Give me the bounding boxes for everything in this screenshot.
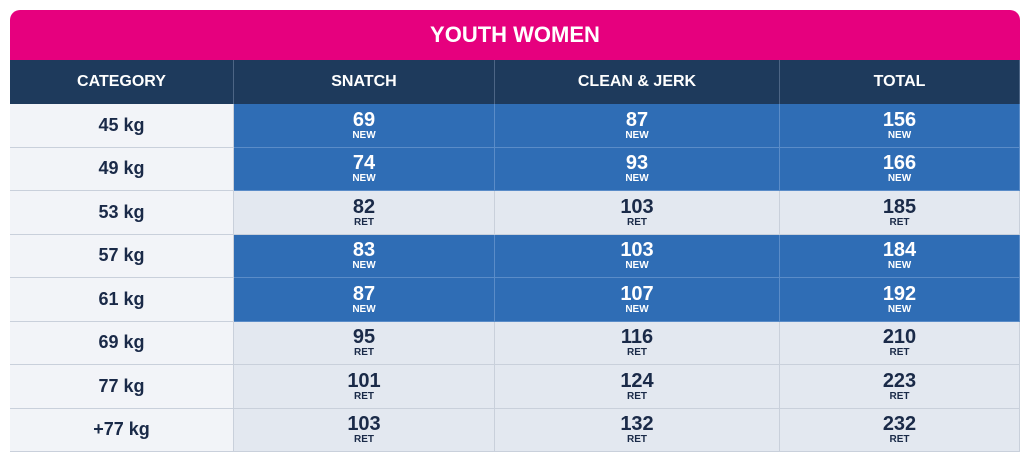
record-status: NEW: [352, 173, 376, 185]
record-status: RET: [627, 434, 647, 446]
record-value: 83: [352, 239, 376, 262]
record-status: NEW: [625, 129, 649, 141]
category-cell: 45 kg: [10, 104, 234, 148]
record-value: 74: [352, 152, 376, 175]
record-cell: 87 NEW: [234, 278, 495, 322]
record-table: YOUTH WOMEN CATEGORY SNATCH CLEAN & JERK TO…: [10, 10, 1020, 452]
category-cell: 57 kg: [10, 234, 234, 278]
column-header: CLEAN & JERK: [495, 60, 780, 104]
record-value: 192: [882, 282, 917, 305]
record-cell: 103 RET: [495, 191, 780, 235]
record-value: 107: [620, 282, 654, 305]
record-value: 210: [882, 326, 917, 349]
record-cell: 69 NEW: [234, 104, 495, 148]
record-status: NEW: [887, 303, 912, 315]
record-value: 87: [625, 108, 649, 131]
record-status: RET: [354, 434, 374, 446]
record-status: RET: [627, 347, 647, 359]
record-value: 95: [352, 326, 376, 349]
record-cell: 166 NEW: [780, 147, 1020, 191]
record-cell: 101 RET: [234, 365, 495, 409]
record-status: NEW: [887, 260, 912, 272]
record-cell: 107 NEW: [495, 278, 780, 322]
record-status: RET: [627, 390, 647, 402]
record-cell: 95 RET: [234, 321, 495, 365]
record-cell: 132 RET: [495, 408, 780, 452]
column-header: SNATCH: [234, 60, 495, 104]
record-value: 116: [620, 326, 654, 349]
record-cell: 223 RET: [780, 365, 1020, 409]
record-cell: 82 RET: [234, 191, 495, 235]
record-status: NEW: [625, 303, 649, 315]
record-status: RET: [354, 347, 374, 359]
record-value: 232: [882, 413, 917, 436]
record-cell: 103 NEW: [495, 234, 780, 278]
record-value: 124: [620, 369, 654, 392]
column-header: TOTAL: [780, 60, 1020, 104]
record-cell: 116 RET: [495, 321, 780, 365]
record-value: 69: [352, 108, 376, 131]
column-header: CATEGORY: [10, 60, 234, 104]
table-grid: CATEGORY SNATCH CLEAN & JERK TOTAL 45 kg 69 NE…: [10, 60, 1020, 452]
record-value: 93: [625, 152, 649, 175]
record-value: 87: [352, 282, 376, 305]
category-cell: 61 kg: [10, 278, 234, 322]
record-cell: 83 NEW: [234, 234, 495, 278]
record-status: RET: [627, 216, 647, 228]
record-status: NEW: [352, 303, 376, 315]
category-cell: 53 kg: [10, 191, 234, 235]
record-value: 101: [347, 369, 381, 392]
record-value: 82: [352, 195, 376, 218]
record-cell: 103 RET: [234, 408, 495, 452]
record-value: 103: [620, 239, 654, 262]
record-status: NEW: [352, 129, 376, 141]
category-cell: 49 kg: [10, 147, 234, 191]
record-cell: 124 RET: [495, 365, 780, 409]
record-value: 156: [882, 108, 917, 131]
record-cell: 192 NEW: [780, 278, 1020, 322]
record-cell: 184 NEW: [780, 234, 1020, 278]
record-value: 184: [882, 239, 917, 262]
record-cell: 93 NEW: [495, 147, 780, 191]
record-status: NEW: [887, 129, 912, 141]
category-cell: +77 kg: [10, 408, 234, 452]
record-status: NEW: [352, 260, 376, 272]
record-value: 166: [882, 152, 917, 175]
record-cell: 185 RET: [780, 191, 1020, 235]
record-value: 223: [882, 369, 917, 392]
category-cell: 77 kg: [10, 365, 234, 409]
record-cell: 74 NEW: [234, 147, 495, 191]
record-cell: 87 NEW: [495, 104, 780, 148]
record-value: 132: [620, 413, 654, 436]
record-status: RET: [889, 216, 910, 228]
record-value: 185: [882, 195, 917, 218]
record-cell: 156 NEW: [780, 104, 1020, 148]
record-status: RET: [354, 216, 374, 228]
category-cell: 69 kg: [10, 321, 234, 365]
record-status: RET: [354, 390, 374, 402]
record-value: 103: [347, 413, 381, 436]
record-cell: 210 RET: [780, 321, 1020, 365]
record-value: 103: [620, 195, 654, 218]
record-status: RET: [889, 390, 910, 402]
record-status: RET: [889, 347, 910, 359]
record-cell: 232 RET: [780, 408, 1020, 452]
record-status: NEW: [625, 173, 649, 185]
record-status: RET: [889, 434, 910, 446]
table-title: YOUTH WOMEN: [10, 10, 1020, 60]
record-status: NEW: [887, 173, 912, 185]
record-status: NEW: [625, 260, 649, 272]
